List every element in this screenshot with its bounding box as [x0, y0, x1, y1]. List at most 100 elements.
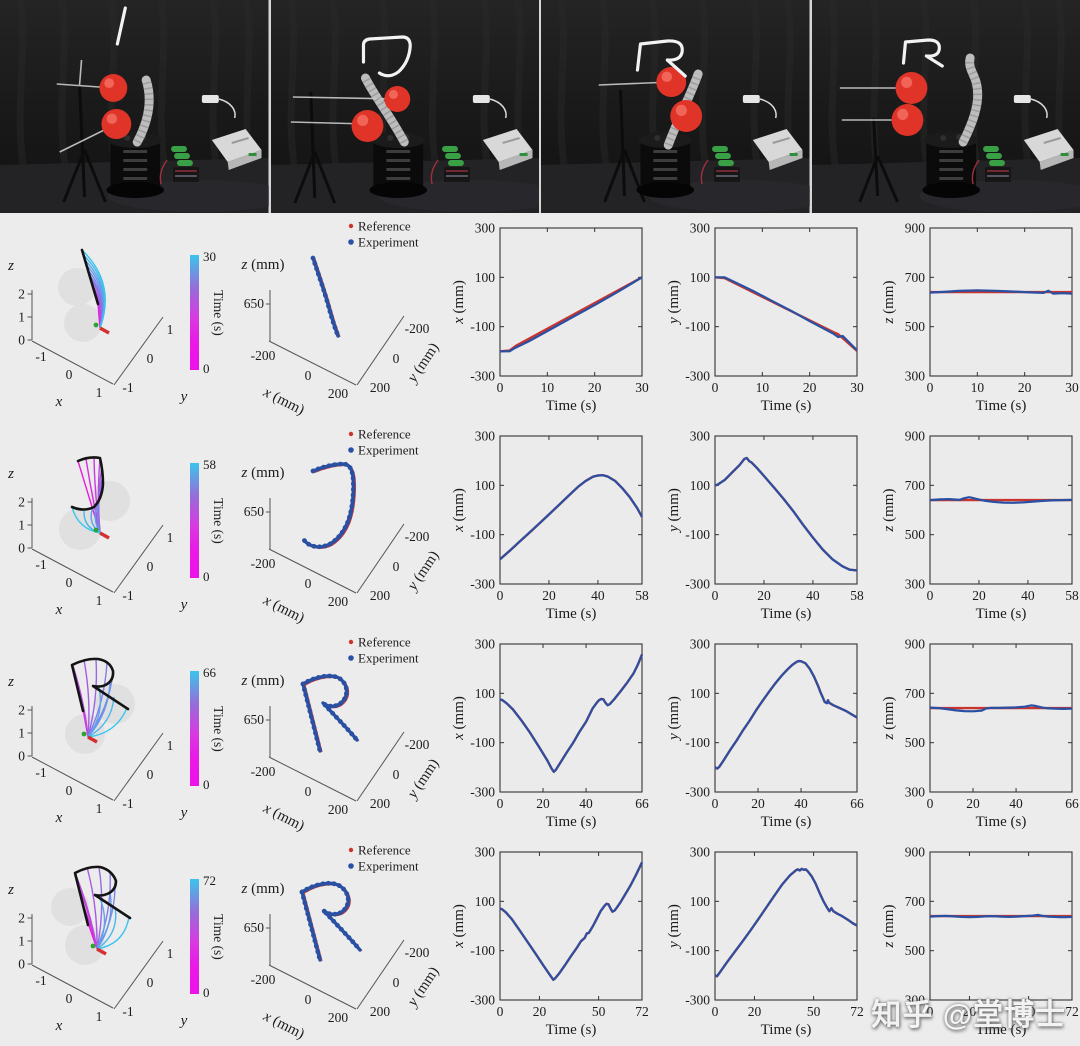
- balloon-highlight: [675, 104, 687, 116]
- red-cable: [700, 159, 709, 185]
- y-tick-label: -300: [470, 785, 495, 800]
- box-slot: [501, 137, 520, 144]
- value-axis-title: z (mm): [881, 489, 897, 533]
- y-tick-label: 100: [475, 270, 496, 285]
- time-axis-title: Time (s): [976, 814, 1027, 830]
- y-axis: [113, 732, 164, 802]
- y-tick-label: 300: [690, 221, 711, 236]
- sim-arm-trace: [96, 916, 130, 950]
- battery-pack: [173, 167, 199, 182]
- plot-area: [499, 435, 643, 585]
- tripod-leg: [619, 89, 627, 197]
- y-tick-label: 1: [167, 738, 174, 753]
- power-strip: [201, 95, 219, 103]
- y-axis: [356, 939, 405, 1010]
- x-tick-label: 0: [497, 796, 504, 811]
- y-tick-label: 300: [475, 221, 496, 236]
- sim-arm-trace: [96, 866, 103, 950]
- y-tick-label: 0: [147, 767, 154, 782]
- z-tick-label: 650: [244, 712, 265, 727]
- x-axis: [31, 756, 114, 801]
- z-tick-label: 1: [18, 726, 25, 741]
- value-axis-title: y (mm): [666, 696, 682, 742]
- x-tick-label: 0: [305, 784, 312, 799]
- z-tick-label: 0: [18, 541, 25, 556]
- motor: [386, 135, 393, 141]
- motor: [654, 135, 661, 141]
- x-tick-label: 40: [794, 796, 808, 811]
- green-cylinder: [444, 153, 461, 159]
- box-indicator: [248, 153, 257, 156]
- y-tick-label: 700: [905, 686, 926, 701]
- legend-reference-label: Reference: [358, 635, 411, 650]
- battery-pack: [443, 167, 470, 182]
- x-tick-label: 200: [328, 594, 349, 609]
- x-axis: [268, 964, 357, 1010]
- colorbar: [190, 879, 199, 994]
- x-tick-label: 66: [850, 796, 864, 811]
- green-cylinder: [718, 160, 734, 166]
- x-tick-label: 20: [748, 1004, 762, 1019]
- y-axis: [356, 315, 405, 386]
- time-axis-title: Time (s): [976, 606, 1027, 622]
- balloon-sphere: [51, 888, 89, 926]
- backdrop-fold: [750, 0, 762, 171]
- experiment-line: [499, 861, 643, 981]
- backdrop-fold: [698, 0, 710, 171]
- balloon-highlight: [661, 71, 673, 82]
- tripod-leg: [857, 155, 879, 203]
- red-cable: [430, 159, 439, 185]
- y-cell-row3: 300 100 -100 -300 0 20 40 66 Time (s) y (mm): [665, 629, 880, 837]
- sim-cell-row3: 2 1 0 z -1 0 1 x -1 0 1 y 66 0 Time (s): [0, 629, 230, 837]
- wire-letter-R: [901, 38, 944, 68]
- balloon-highlight: [356, 114, 368, 126]
- y-tick-label: 700: [905, 270, 926, 285]
- z-axis-title: z (mm): [241, 257, 285, 273]
- wire-letter-J: [361, 35, 412, 78]
- box-slot: [1042, 137, 1061, 144]
- y-tick-label: 0: [393, 559, 400, 574]
- y-tick-label: -200: [405, 945, 430, 960]
- sim-arm-trace: [87, 696, 115, 738]
- box-indicator: [789, 153, 798, 156]
- base-label: [123, 168, 148, 171]
- plot-area: [714, 851, 858, 1001]
- balloon-highlight: [900, 76, 912, 88]
- x-tick-label: 40: [1021, 588, 1035, 603]
- y-tick-label: 900: [905, 429, 926, 444]
- balloon-sphere: [58, 268, 96, 306]
- x-tick-label: 0: [66, 783, 73, 798]
- y-tick-label: 700: [905, 894, 926, 909]
- y-tick-label: 100: [690, 686, 711, 701]
- y-tick-label: 300: [475, 429, 496, 444]
- y-tick-label: -100: [685, 527, 710, 542]
- red-cable: [971, 159, 980, 185]
- time-axis-title: Time (s): [546, 1022, 597, 1038]
- box-indicator: [519, 153, 528, 156]
- trajectory-cell-row4: Reference Experiment z (mm) 650 -200 0 200 x (m…: [230, 837, 450, 1045]
- experiment-line: [929, 289, 1073, 295]
- y-axis: [113, 524, 164, 594]
- sim-arm-trace: [96, 906, 117, 950]
- x-axis: [31, 340, 114, 385]
- experiment-line: [929, 704, 1073, 713]
- x-tick-label: 0: [305, 992, 312, 1007]
- trajectory-cell-row1: Reference Experiment z (mm) 650 -200 0 200 x (m…: [230, 213, 450, 421]
- x-tick-label: 0: [497, 588, 504, 603]
- legend-reference-marker: [348, 639, 354, 645]
- y-axis: [113, 940, 164, 1010]
- green-cylinder: [177, 160, 193, 166]
- wire-letter-R: [635, 39, 687, 78]
- x-tick-label: 20: [1018, 380, 1032, 395]
- box-slot: [772, 137, 790, 144]
- trajectory-cell-row2: Reference Experiment z (mm) 650 -200 0 200 x (m…: [230, 421, 450, 629]
- colorbar: [190, 463, 199, 578]
- z-tick-label: 2: [18, 911, 25, 926]
- y-tick-label: -100: [470, 527, 495, 542]
